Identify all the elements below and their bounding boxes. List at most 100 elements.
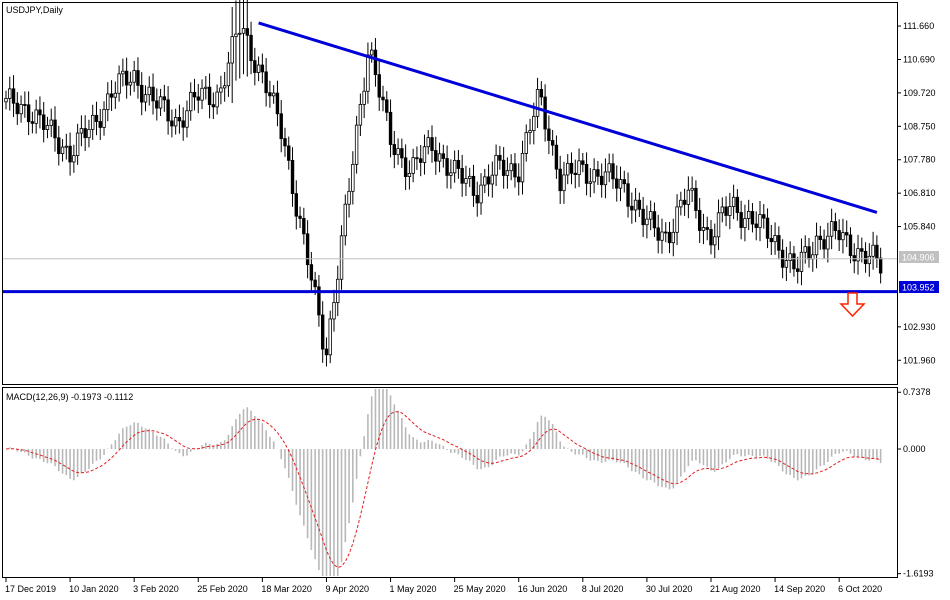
candle-body [796,268,800,272]
candle-body [388,111,393,145]
candle-body [155,100,159,109]
candle-body [532,115,536,131]
candle-body [452,159,457,174]
candle-body [275,92,280,115]
candle-body [128,81,133,86]
candle-body [253,60,257,73]
candle-body [57,137,61,155]
candle-body [189,91,193,112]
current-price-label: 104.906 [902,253,935,263]
candle-body [34,109,38,124]
candle-body [543,96,547,130]
candle-body [196,96,200,101]
candle-body [724,206,728,216]
candle-body [528,130,532,134]
candle-body [200,87,204,101]
candle-body [117,73,121,94]
candle-body [347,190,351,205]
candle-body [317,286,321,316]
candle-body [754,223,758,228]
candle-body [468,175,472,179]
time-axis-label: 6 Oct 2020 [838,584,882,594]
candle-body [83,128,87,139]
candle-body [630,205,634,211]
candle-body [245,28,249,36]
candle-body [68,145,72,163]
candle-body [867,255,872,265]
candle-body [679,199,683,208]
candle-body [185,110,189,128]
candle-body [290,159,295,194]
price-axis-label: 110.690 [903,54,935,64]
candle-body [445,158,449,176]
candle-body [803,246,807,253]
candle-body [400,148,404,159]
candle-body [241,28,246,34]
candle-body [607,163,611,173]
candle-body [332,302,336,320]
candle-body [615,178,619,189]
candle-body [434,150,438,162]
candle-body [464,178,468,184]
candle-body [64,145,69,148]
candle-body [11,88,16,104]
candle-body [79,128,84,134]
candle-body [113,92,118,98]
candle-body [173,117,178,127]
candle-body [339,235,344,280]
candle-body [584,164,589,184]
candle-body [777,235,781,251]
candle-body [856,248,860,262]
candle-body [788,253,792,261]
price-series [3,0,897,367]
candle-body [807,246,811,260]
candle-body [449,172,453,176]
macd-axis-label: 0.7378 [903,387,931,397]
candle-body [860,248,864,252]
candle-body [652,211,657,229]
candle-body [283,138,287,147]
candle-body [72,155,76,163]
candle-body [837,230,841,241]
candle-body [75,132,80,156]
candle-body [98,121,102,128]
candle-body [501,159,506,176]
candle-body [418,158,423,163]
candle-body [517,176,521,183]
candle-body [4,97,8,103]
macd-pane-frame [2,387,898,578]
candle-body [343,203,347,237]
time-axis-label: 10 Jan 2020 [69,584,119,594]
time-axis-label: 1 May 2020 [390,584,437,594]
candle-body [215,91,219,108]
candle-body [641,208,645,226]
candle-body [705,227,709,230]
time-axis-label: 14 Sep 2020 [774,584,825,594]
price-pane-frame [2,2,898,385]
time-axis-label: 16 Jun 2020 [518,584,568,594]
candle-body [162,96,167,101]
candle-body [192,91,197,98]
candle-body [848,234,853,256]
candle-body [471,175,476,196]
candle-body [124,70,129,86]
macd-axis: 0.7378 0.000 -1.6193 [897,387,934,579]
candle-body [354,124,359,165]
candle-body [15,102,20,115]
candle-body [166,99,170,122]
candle-body [735,196,740,213]
candle-body [547,128,551,141]
candle-body [381,96,385,101]
candle-body [302,218,306,235]
candle-body [603,171,608,186]
candle-body [814,235,819,256]
time-axis-label: 8 Jul 2020 [582,584,624,594]
candle-body [746,211,751,219]
candle-body [728,206,732,216]
candle-body [238,32,242,35]
candle-body [147,86,151,96]
candle-body [550,140,555,146]
candle-body [713,236,717,246]
candle-body [479,184,483,204]
candle-body [720,206,724,214]
